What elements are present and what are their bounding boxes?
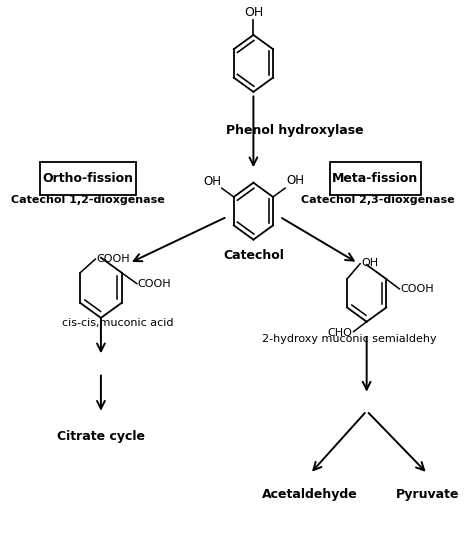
- Text: Pyruvate: Pyruvate: [396, 488, 459, 500]
- Text: Catechol: Catechol: [223, 249, 284, 262]
- Text: OH: OH: [287, 174, 305, 187]
- Text: COOH: COOH: [138, 279, 172, 289]
- Text: OH: OH: [361, 257, 378, 267]
- Text: cis-cis,muconic acid: cis-cis,muconic acid: [62, 318, 173, 328]
- Text: COOH: COOH: [96, 254, 130, 264]
- Text: Ortho-fission: Ortho-fission: [42, 172, 133, 185]
- Text: CHO: CHO: [328, 327, 353, 337]
- FancyBboxPatch shape: [40, 162, 136, 195]
- Text: COOH: COOH: [400, 284, 434, 294]
- Text: OH: OH: [244, 6, 263, 18]
- Text: Catechol 2,3-dioxgenase: Catechol 2,3-dioxgenase: [301, 195, 455, 205]
- Text: Phenol hydroxylase: Phenol hydroxylase: [226, 124, 364, 137]
- Text: Catechol 1,2-dioxgenase: Catechol 1,2-dioxgenase: [11, 195, 165, 205]
- FancyBboxPatch shape: [329, 162, 421, 195]
- Text: 2-hydroxy muconic semialdehy: 2-hydroxy muconic semialdehy: [262, 334, 437, 344]
- Text: OH: OH: [203, 175, 221, 187]
- Text: Acetaldehyde: Acetaldehyde: [262, 488, 358, 500]
- Text: Meta-fission: Meta-fission: [332, 172, 419, 185]
- Text: Citrate cycle: Citrate cycle: [57, 430, 145, 443]
